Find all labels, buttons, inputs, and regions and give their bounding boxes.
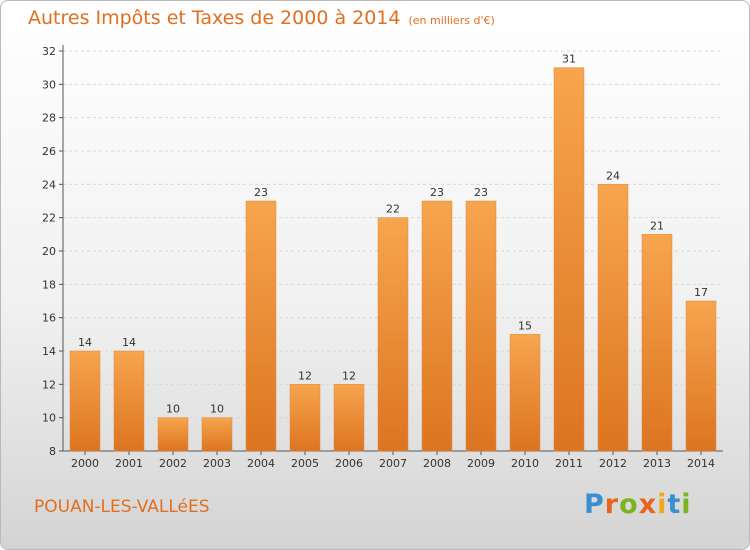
bar-2002 [157,417,189,452]
bar-2004 [245,200,277,452]
chart-title-text: Autres Impôts et Taxes de 2000 à 2014 [28,7,401,29]
x-tick-label: 2003 [203,457,231,470]
bar-value-label: 14 [78,336,92,349]
bar-value-label: 23 [430,186,444,199]
y-tick-label: 30 [42,78,56,91]
x-tick-label: 2012 [599,457,627,470]
bar-value-label: 12 [298,369,312,382]
bars [69,67,717,452]
commune-name: POUAN-LES-VALLéES [34,497,210,517]
bar-value-label: 24 [606,169,620,182]
y-tick-label: 24 [42,178,56,191]
bar-value-label: 15 [518,319,532,332]
y-tick-label: 14 [42,345,56,358]
bar-2000 [69,350,101,452]
x-tick-label: 2007 [379,457,407,470]
bar-value-label: 21 [650,219,664,232]
proxiti-logo: Proxiti [584,489,692,520]
bar-2005 [289,384,321,452]
chart-title: Autres Impôts et Taxes de 2000 à 2014 (en… [28,7,495,29]
y-tick-label: 8 [49,445,56,458]
bar-value-label: 22 [386,203,400,216]
bar-2011 [553,67,585,452]
bar-value-label: 31 [562,53,576,66]
bar-value-label: 23 [474,186,488,199]
x-tick-label: 2006 [335,457,363,470]
bar-value-label: 23 [254,186,268,199]
y-tick-label: 16 [42,312,56,325]
bar-2009 [465,200,497,452]
x-tick-label: 2002 [159,457,187,470]
logo-letter: P [584,489,605,520]
logo-letter: t [667,489,682,520]
logo-letter: x [638,489,658,520]
axis-tick-labels: 8 10 12 14 16 18 20 22 24 26 28 30 32 2000 2001 2002 200… [42,45,715,470]
x-tick-label: 2008 [423,457,451,470]
y-tick-label: 26 [42,145,56,158]
bar-2006 [333,384,365,452]
logo-letter: r [604,489,620,520]
x-tick-label: 2000 [71,457,99,470]
x-tick-label: 2005 [291,457,319,470]
x-tick-label: 2009 [467,457,495,470]
bar-value-label: 17 [694,286,708,299]
x-tick-label: 2013 [643,457,671,470]
bar-value-label: 12 [342,369,356,382]
chart-title-unit: (en milliers d'€) [408,14,495,27]
y-tick-label: 10 [42,412,56,425]
x-tick-label: 2014 [687,457,715,470]
y-tick-label: 28 [42,112,56,125]
y-tick-label: 20 [42,245,56,258]
logo-letter: i [681,489,692,520]
bar-2012 [597,184,629,452]
bar-2010 [509,334,541,452]
y-tick-label: 12 [42,378,56,391]
x-tick-label: 2004 [247,457,275,470]
bar-value-label: 10 [210,403,224,416]
bar-2013 [641,234,673,452]
bar-2001 [113,350,145,452]
bar-2014 [685,300,717,452]
bar-2008 [421,200,453,452]
logo-letter: o [619,489,639,520]
bar-value-label: 14 [122,336,136,349]
bar-value-labels: 14 14 10 10 23 12 12 22 23 23 15 31 24 21 17 [78,53,708,416]
bar-2003 [201,417,233,452]
y-tick-label: 32 [42,45,56,58]
x-tick-label: 2011 [555,457,583,470]
y-tick-label: 18 [42,278,56,291]
bar-2007 [377,217,409,452]
x-tick-label: 2010 [511,457,539,470]
bar-value-label: 10 [166,403,180,416]
logo-letter: i [657,489,668,520]
x-tick-label: 2001 [115,457,143,470]
y-tick-label: 22 [42,212,56,225]
